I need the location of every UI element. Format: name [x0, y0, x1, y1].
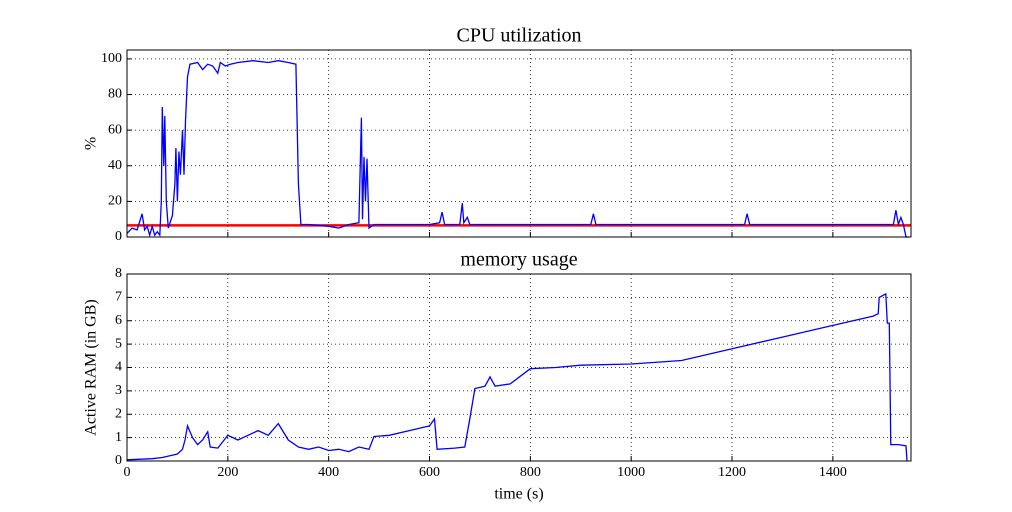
y-tick-label: 8 — [115, 266, 122, 281]
x-tick-label: 1200 — [718, 465, 746, 480]
x-tick-label: 600 — [419, 465, 440, 480]
data-line — [126, 292, 908, 462]
data-line — [126, 60, 909, 238]
y-tick-label: 7 — [115, 290, 122, 305]
x-tick-label: 0 — [124, 465, 131, 480]
y-tick-label: 60 — [108, 122, 122, 137]
x-tick-label: 1000 — [617, 465, 645, 480]
y-tick-label: 80 — [108, 87, 122, 102]
y-axis-label: % — [83, 137, 100, 150]
y-tick-label: 4 — [115, 360, 122, 375]
x-axis-label: time (s) — [494, 486, 543, 503]
y-tick-label: 0 — [115, 453, 122, 468]
y-tick-label: 3 — [115, 383, 122, 398]
y-tick-label: 0 — [115, 229, 122, 244]
y-tick-label: 40 — [108, 158, 122, 173]
x-tick-label: 400 — [318, 465, 339, 480]
axes-frame — [126, 49, 912, 238]
x-tick-label: 200 — [217, 465, 238, 480]
y-axis-label: Active RAM (in GB) — [83, 299, 100, 435]
y-tick-label: 100 — [101, 51, 122, 66]
y-tick-label: 2 — [115, 406, 122, 421]
subplot: CPU utilization 0 20 40 60 80 100% — [83, 25, 912, 244]
y-tick-label: 20 — [108, 194, 122, 209]
subplot: memory usage 0 1 2 3 4 5 6 7 8 0 200 400 600 800 1000 12… — [83, 249, 912, 503]
y-tick-label: 1 — [115, 430, 122, 445]
axes-frame — [126, 273, 912, 462]
chart-title: memory usage — [460, 249, 577, 271]
x-tick-label: 800 — [520, 465, 541, 480]
chart-title: CPU utilization — [457, 25, 582, 47]
y-tick-label: 6 — [115, 313, 122, 328]
y-tick-label: 5 — [115, 336, 122, 351]
x-tick-label: 1400 — [819, 465, 847, 480]
